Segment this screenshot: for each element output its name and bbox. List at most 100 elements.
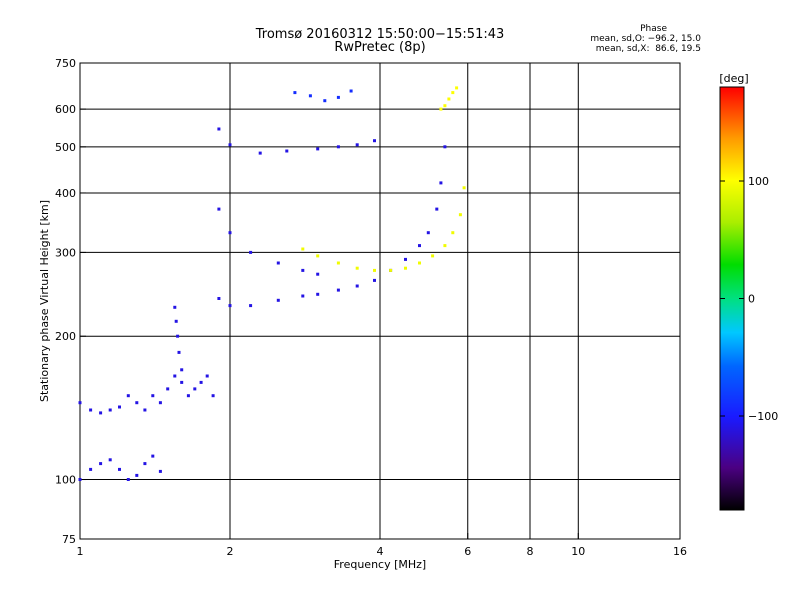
data-point	[126, 394, 130, 398]
data-point	[336, 261, 340, 265]
data-point	[249, 304, 253, 308]
colorbar-tick-label: 0	[748, 293, 755, 306]
x-tick-label: 2	[227, 545, 234, 558]
data-point	[166, 387, 170, 391]
y-tick-label: 500	[55, 141, 76, 154]
data-point	[293, 91, 297, 95]
data-point	[443, 145, 447, 149]
data-point	[143, 462, 147, 466]
data-point	[151, 454, 155, 458]
data-point	[435, 207, 439, 211]
colorbar-unit-label: [deg]	[719, 72, 748, 85]
data-point	[443, 244, 447, 248]
data-point	[89, 408, 93, 412]
colorbar-ticks: 100 0 −100	[720, 175, 778, 423]
y-tick-label: 750	[55, 57, 76, 70]
x-tick-label: 4	[377, 545, 384, 558]
data-point	[177, 350, 181, 354]
data-point	[99, 411, 103, 415]
data-point	[135, 401, 139, 405]
data-point	[418, 261, 421, 265]
data-point	[316, 147, 320, 151]
data-point	[118, 405, 121, 409]
data-point	[301, 247, 305, 251]
data-point	[173, 305, 177, 309]
data-point	[217, 127, 221, 131]
data-point	[217, 297, 221, 300]
x-tick-label: 1	[77, 545, 84, 558]
data-point	[276, 298, 280, 302]
y-axis-label: Stationary phase Virtual Height [km]	[38, 200, 51, 402]
data-point	[418, 244, 421, 248]
data-point	[108, 458, 112, 462]
chart-title-line2: RwPretec (8p)	[334, 40, 426, 55]
data-point	[151, 394, 155, 398]
y-tick-label: 400	[55, 187, 76, 200]
data-point	[323, 99, 327, 103]
x-tick-label: 8	[527, 545, 534, 558]
data-point	[336, 288, 340, 292]
data-point	[228, 231, 232, 235]
data-point	[108, 408, 112, 412]
y-tick-label: 75	[62, 533, 76, 546]
data-point	[462, 186, 466, 190]
data-point	[373, 278, 376, 282]
data-point	[458, 213, 462, 217]
data-point	[404, 257, 407, 261]
grid-lines	[80, 63, 680, 539]
colorbar-tick-label: 100	[748, 175, 769, 188]
data-point	[89, 467, 93, 471]
data-point	[349, 89, 353, 93]
data-point	[439, 181, 443, 185]
data-point	[217, 207, 221, 211]
data-point	[355, 266, 359, 270]
data-point	[99, 462, 103, 466]
y-tick-label: 300	[55, 246, 76, 259]
data-point	[276, 261, 280, 265]
data-point	[431, 254, 435, 258]
data-point	[373, 139, 376, 143]
data-point	[455, 86, 459, 90]
data-point	[308, 94, 312, 98]
data-point	[336, 145, 340, 149]
data-point	[443, 104, 447, 108]
colorbar-tick-label: −100	[748, 410, 778, 423]
phase-stats-o-mode: mean, sd,O: −96.2, 15.0	[590, 34, 701, 44]
data-point	[158, 469, 162, 473]
x-tick-label: 6	[464, 545, 471, 558]
data-point	[228, 304, 232, 308]
phase-stats-title: Phase	[640, 24, 667, 34]
data-point	[174, 319, 178, 323]
data-point	[199, 380, 203, 384]
x-axis-label: Frequency [MHz]	[334, 558, 426, 571]
axis-ticks: 1 2 4 6 8 10 16 75 100 200 300 400 500 600 750	[55, 57, 687, 558]
data-point	[173, 374, 177, 378]
data-point	[355, 143, 359, 147]
data-point	[180, 368, 184, 372]
data-point	[249, 250, 253, 254]
data-point	[451, 91, 455, 95]
data-point	[158, 401, 162, 405]
y-tick-label: 200	[55, 330, 76, 343]
data-point	[143, 408, 147, 412]
data-point	[389, 268, 393, 272]
data-point	[180, 380, 184, 384]
data-point	[316, 292, 320, 296]
data-point	[373, 268, 376, 272]
data-point	[426, 231, 430, 235]
y-tick-label: 100	[55, 474, 76, 487]
data-point	[176, 334, 180, 338]
data-point	[447, 97, 451, 101]
data-point	[404, 266, 407, 270]
data-point	[439, 107, 443, 111]
data-point	[205, 374, 209, 378]
data-point	[316, 254, 320, 258]
phase-stats-x-mode: mean, sd,X: 86.6, 19.5	[595, 44, 701, 54]
data-point	[228, 143, 232, 147]
data-point	[258, 151, 262, 155]
data-point	[78, 478, 82, 481]
data-point	[301, 268, 305, 272]
data-point	[126, 478, 130, 481]
data-point	[135, 473, 139, 477]
